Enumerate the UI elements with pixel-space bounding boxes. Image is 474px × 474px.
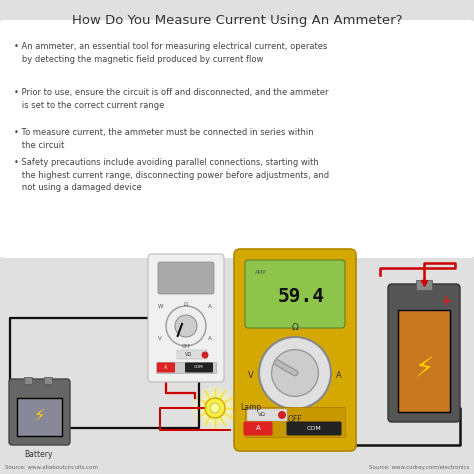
Circle shape bbox=[210, 403, 220, 413]
Text: COM: COM bbox=[194, 365, 204, 370]
FancyBboxPatch shape bbox=[245, 260, 345, 328]
FancyBboxPatch shape bbox=[24, 377, 32, 384]
Text: Lamp: Lamp bbox=[240, 403, 261, 412]
Text: Ω: Ω bbox=[184, 302, 188, 307]
Circle shape bbox=[201, 352, 209, 358]
FancyBboxPatch shape bbox=[398, 310, 450, 412]
Text: A: A bbox=[164, 365, 168, 370]
Text: A: A bbox=[208, 336, 212, 341]
Text: • Prior to use, ensure the circuit is off and disconnected, and the ammeter
   i: • Prior to use, ensure the circuit is of… bbox=[14, 88, 328, 109]
FancyBboxPatch shape bbox=[17, 398, 62, 436]
Text: A: A bbox=[336, 371, 342, 380]
Text: OFF: OFF bbox=[182, 344, 191, 349]
Text: Ω: Ω bbox=[292, 323, 298, 332]
FancyBboxPatch shape bbox=[244, 421, 273, 436]
Circle shape bbox=[205, 398, 225, 418]
Text: 59.4: 59.4 bbox=[277, 288, 325, 307]
Text: • An ammeter, an essential tool for measuring electrical current, operates
   by: • An ammeter, an essential tool for meas… bbox=[14, 42, 328, 64]
FancyBboxPatch shape bbox=[245, 407, 345, 437]
Text: VΩ: VΩ bbox=[258, 412, 266, 418]
FancyBboxPatch shape bbox=[148, 254, 224, 382]
FancyBboxPatch shape bbox=[177, 350, 207, 359]
Text: COM: COM bbox=[307, 426, 321, 431]
Text: V: V bbox=[158, 336, 162, 341]
Text: W: W bbox=[158, 304, 164, 309]
Circle shape bbox=[272, 350, 319, 396]
Text: • Safety precautions include avoiding parallel connections, starting with
   the: • Safety precautions include avoiding pa… bbox=[14, 158, 329, 192]
FancyBboxPatch shape bbox=[416, 280, 432, 290]
Text: A: A bbox=[255, 426, 260, 431]
Circle shape bbox=[199, 392, 231, 424]
Text: OFF: OFF bbox=[288, 415, 302, 424]
Circle shape bbox=[259, 337, 331, 409]
Text: ⚡: ⚡ bbox=[414, 355, 434, 383]
FancyBboxPatch shape bbox=[234, 249, 356, 451]
FancyBboxPatch shape bbox=[158, 262, 214, 294]
FancyBboxPatch shape bbox=[286, 421, 341, 436]
Text: VΩ: VΩ bbox=[185, 352, 192, 357]
Text: Battery: Battery bbox=[25, 450, 53, 459]
FancyBboxPatch shape bbox=[157, 363, 175, 373]
FancyBboxPatch shape bbox=[44, 377, 52, 384]
Text: A: A bbox=[208, 304, 212, 309]
Text: Source: www.allaboutcircuits.com: Source: www.allaboutcircuits.com bbox=[5, 465, 98, 470]
Text: How Do You Measure Current Using An Ammeter?: How Do You Measure Current Using An Amme… bbox=[72, 14, 402, 27]
FancyBboxPatch shape bbox=[388, 284, 460, 422]
Text: V: V bbox=[248, 371, 254, 380]
FancyBboxPatch shape bbox=[156, 362, 216, 373]
FancyBboxPatch shape bbox=[185, 363, 213, 373]
FancyBboxPatch shape bbox=[247, 409, 287, 421]
FancyBboxPatch shape bbox=[0, 20, 474, 258]
Circle shape bbox=[193, 386, 237, 430]
Text: ⚡: ⚡ bbox=[33, 407, 45, 425]
FancyBboxPatch shape bbox=[9, 379, 70, 445]
Text: Source: www.codrey.com/electronics: Source: www.codrey.com/electronics bbox=[369, 465, 469, 470]
Circle shape bbox=[278, 411, 286, 419]
Text: +: + bbox=[440, 294, 452, 308]
Circle shape bbox=[166, 306, 206, 346]
Text: AMP: AMP bbox=[255, 270, 266, 275]
Text: • To measure current, the ammeter must be connected in series within
   the circ: • To measure current, the ammeter must b… bbox=[14, 128, 314, 149]
Circle shape bbox=[175, 315, 197, 337]
